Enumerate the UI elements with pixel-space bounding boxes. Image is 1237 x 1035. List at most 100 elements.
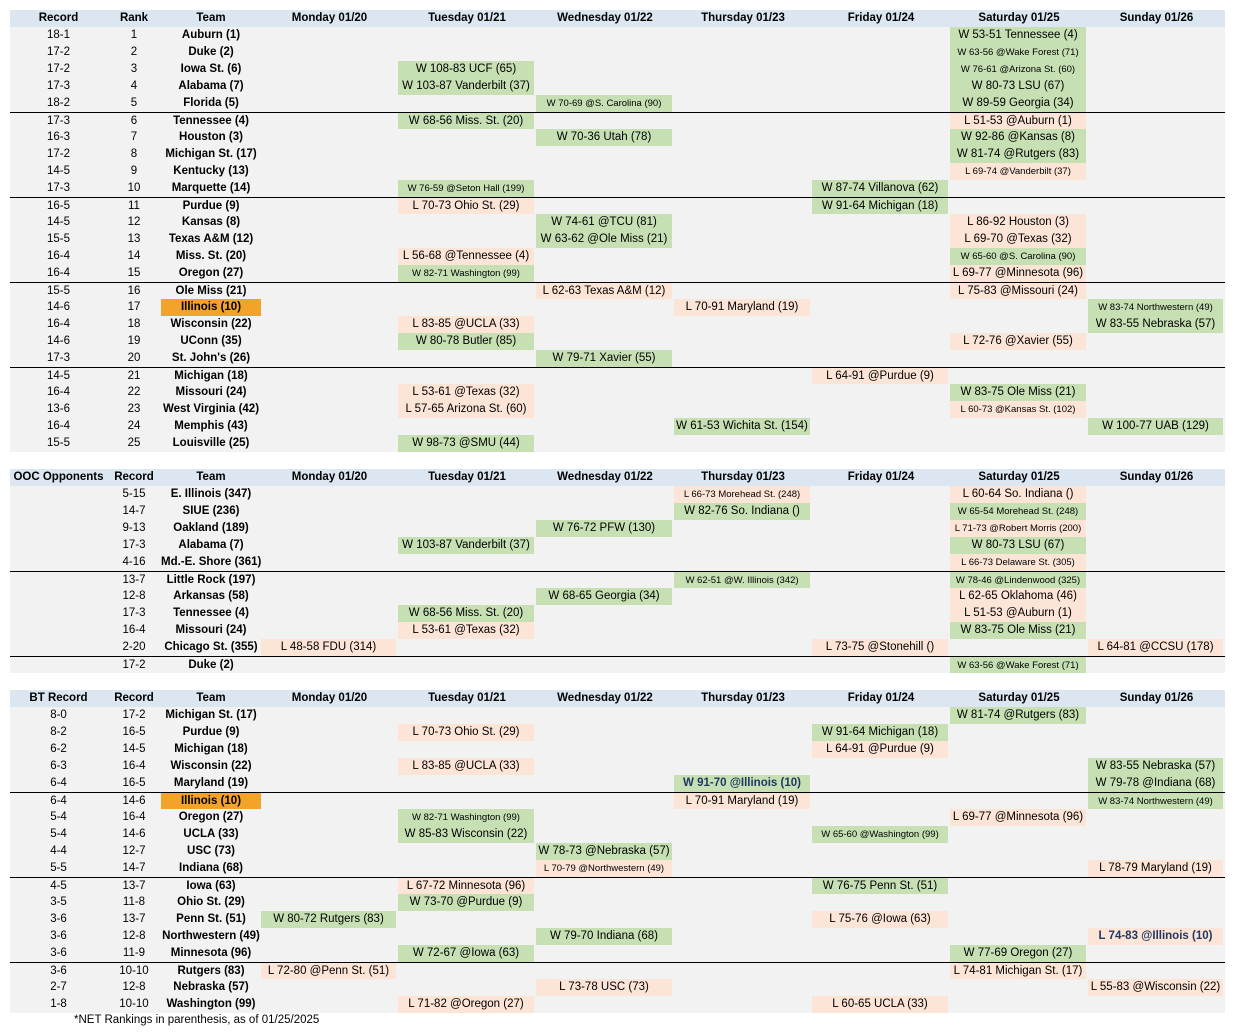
empty-day-cell [261, 741, 398, 758]
empty-day-cell [674, 44, 812, 61]
empty-day-cell [1088, 283, 1225, 299]
game-result: W 74-61 @TCU (81) [536, 214, 672, 231]
empty-day-cell [536, 368, 674, 384]
column-header: Record [114, 471, 154, 483]
empty-day-cell [812, 928, 950, 945]
rank-cell: 14-7 [122, 505, 146, 517]
empty-day-cell [261, 27, 398, 44]
game-result: L 60-64 So. Indiana () [950, 486, 1086, 503]
game-result: W 80-73 LSU (67) [950, 78, 1086, 95]
empty-day-cell [674, 554, 812, 571]
record-cell: 1-8 [50, 998, 67, 1010]
empty-day-cell [812, 283, 950, 299]
empty-day-cell [398, 214, 536, 231]
empty-day-cell [812, 248, 950, 265]
empty-day-cell [674, 878, 812, 894]
column-header: Record [38, 12, 79, 24]
empty-day-cell [812, 333, 950, 350]
record-cell: 3-6 [50, 965, 67, 977]
empty-day-cell [398, 793, 536, 809]
rank-cell: 7 [130, 131, 138, 143]
team-cell: Washington (99) [166, 998, 256, 1010]
game-result: W 72-67 @Iowa (63) [398, 945, 534, 962]
rank-cell: 16-4 [122, 811, 146, 823]
empty-day-cell [261, 894, 398, 911]
game-result: L 70-73 Ohio St. (29) [398, 724, 534, 741]
empty-day-cell [536, 180, 674, 197]
empty-day-cell [674, 911, 812, 928]
record-cell [10, 554, 107, 571]
game-result: W 68-65 Georgia (34) [536, 588, 672, 605]
empty-day-cell [1088, 588, 1225, 605]
empty-day-cell [674, 809, 812, 826]
game-result: L 66-73 Morehead St. (248) [674, 486, 810, 503]
empty-day-cell [950, 996, 1088, 1013]
record-cell: 3-5 [50, 896, 67, 908]
game-result: L 75-83 @Missouri (24) [950, 283, 1086, 299]
table-row: 4-4 12-7 USC (73) W 78-73 @Nebraska (57) [10, 843, 1225, 860]
game-result: W 82-71 Washington (99) [398, 809, 534, 826]
rank-cell: 10-10 [119, 965, 149, 977]
empty-day-cell [812, 860, 950, 877]
empty-day-cell [536, 401, 674, 418]
game-result: L 53-61 @Texas (32) [398, 622, 534, 639]
empty-day-cell [812, 316, 950, 333]
empty-day-cell [812, 435, 950, 452]
record-cell: 4-5 [50, 880, 67, 892]
empty-day-cell [1088, 231, 1225, 248]
empty-day-cell [398, 368, 536, 384]
rank-cell: 6 [130, 115, 138, 127]
empty-day-cell [812, 588, 950, 605]
empty-day-cell [261, 520, 398, 537]
empty-day-cell [536, 299, 674, 316]
rank-cell: 21 [127, 370, 141, 382]
empty-day-cell [261, 333, 398, 350]
team-cell: Michigan St. (17) [165, 148, 257, 160]
team-cell: USC (73) [187, 845, 235, 857]
empty-day-cell [1088, 163, 1225, 180]
team-cell: Kansas (8) [181, 216, 241, 228]
empty-day-cell [536, 486, 674, 503]
empty-day-cell [950, 758, 1088, 775]
game-result: L 72-80 @Penn St. (51) [261, 963, 396, 979]
game-result: L 73-75 @Stonehill () [812, 639, 948, 656]
empty-day-cell [261, 503, 398, 520]
empty-day-cell [536, 775, 674, 792]
empty-day-cell [261, 860, 398, 877]
column-header: Tuesday 01/21 [428, 692, 506, 704]
empty-day-cell [1088, 113, 1225, 129]
empty-day-cell [536, 163, 674, 180]
empty-day-cell [812, 299, 950, 316]
table-row: 16-4 18 Wisconsin (22) L 83-85 @UCLA (33) W … [10, 316, 1225, 333]
empty-day-cell [812, 503, 950, 520]
table-row: 6-2 14-5 Michigan (18) L 64-91 @Purdue (9) [10, 741, 1225, 758]
table-row: 3-5 11-8 Ohio St. (29) W 73-70 @Purdue (9) [10, 894, 1225, 911]
empty-day-cell [1088, 520, 1225, 537]
empty-day-cell [261, 724, 398, 741]
record-cell: 6-4 [50, 795, 67, 807]
record-cell: 3-6 [50, 930, 67, 942]
game-result: W 79-78 @Indiana (68) [1088, 775, 1223, 792]
empty-day-cell [812, 486, 950, 503]
empty-day-cell [1088, 503, 1225, 520]
rank-cell: 10 [127, 182, 141, 194]
game-result: W 85-83 Wisconsin (22) [398, 826, 534, 843]
record-cell: 17-3 [46, 352, 71, 364]
empty-day-cell [398, 44, 536, 61]
empty-day-cell [261, 826, 398, 843]
record-cell: 14-6 [46, 335, 71, 347]
game-result: L 83-85 @UCLA (33) [398, 758, 534, 775]
empty-day-cell [674, 979, 812, 996]
empty-day-cell [812, 963, 950, 979]
game-result: L 74-83 @Illinois (10) [1088, 928, 1223, 945]
empty-day-cell [674, 860, 812, 877]
team-cell: SIUE (236) [182, 505, 240, 517]
empty-day-cell [812, 44, 950, 61]
rank-cell: 17-2 [122, 709, 146, 721]
column-header: Friday 01/24 [847, 471, 915, 483]
empty-day-cell [674, 368, 812, 384]
empty-day-cell [261, 928, 398, 945]
rank-cell: 17-3 [122, 539, 146, 551]
ooc-table: OOC Opponents Record Team Monday 01/20 Tuesd… [10, 469, 1225, 673]
game-result: L 66-73 Delaware St. (305) [950, 554, 1086, 571]
